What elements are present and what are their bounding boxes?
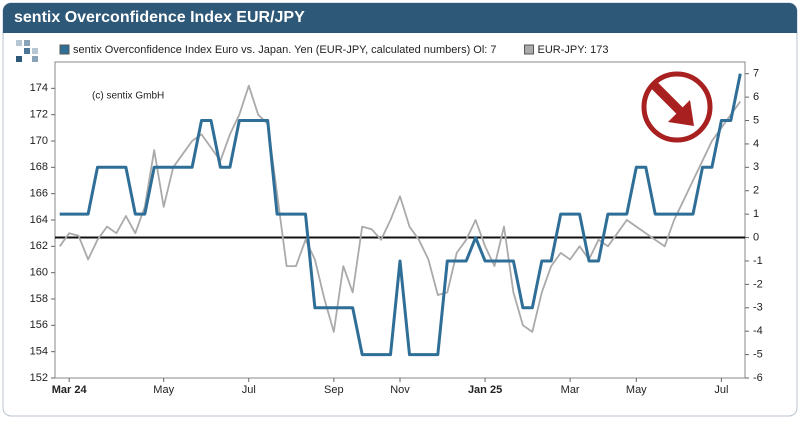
- y2-tick-label: 0: [753, 231, 759, 243]
- legend-swatch: [59, 44, 70, 55]
- trend-icon: [641, 71, 713, 143]
- x-tick-label: Jul: [242, 384, 256, 396]
- x-tick-label: Jul: [714, 384, 728, 396]
- series-line: [59, 73, 742, 357]
- y-tick-label: 154: [30, 346, 48, 358]
- y-tick-label: 152: [30, 372, 48, 384]
- legend-label: sentix Overconfidence Index Euro vs. Jap…: [73, 44, 497, 56]
- y2-tick-label: -4: [753, 325, 763, 337]
- y2-tick-label: 3: [753, 161, 759, 173]
- legend-label: EUR-JPY: 173: [538, 44, 609, 56]
- y2-tick-label: 5: [753, 114, 759, 126]
- y2-tick-label: 2: [753, 185, 759, 197]
- y-tick-label: 160: [30, 267, 48, 279]
- y-tick-label: 166: [30, 188, 48, 200]
- y-tick-label: 168: [30, 161, 48, 173]
- y-tick-label: 172: [30, 109, 48, 121]
- y-tick-label: 170: [30, 135, 48, 147]
- chart-title: sentix Overconfidence Index EUR/JPY: [14, 9, 305, 26]
- logo: [16, 40, 38, 62]
- y2-tick-label: 7: [753, 68, 759, 80]
- y2-tick-label: 4: [753, 138, 759, 150]
- title-bar-base: [3, 20, 797, 33]
- legend-swatch: [524, 44, 535, 55]
- copyright: (c) sentix GmbH: [92, 91, 164, 102]
- y-tick-label: 174: [30, 82, 48, 94]
- y-tick-label: 164: [30, 214, 48, 226]
- plot-area: [54, 61, 746, 379]
- y-tick-label: 156: [30, 319, 48, 331]
- y-tick-label: 158: [30, 293, 48, 305]
- x-tick-label: Sep: [324, 384, 344, 396]
- y2-tick-label: -5: [753, 348, 763, 360]
- y2-tick-label: -3: [753, 302, 763, 314]
- x-tick-label: May: [626, 384, 647, 396]
- y2-tick-label: 1: [753, 208, 759, 220]
- x-tick-label: Nov: [390, 384, 410, 396]
- y-tick-label: 162: [30, 240, 48, 252]
- y2-tick-label: -2: [753, 278, 763, 290]
- x-tick-label: Jan 25: [468, 384, 502, 396]
- y2-tick-label: -6: [753, 372, 763, 384]
- y2-tick-label: 6: [753, 91, 759, 103]
- x-tick-label: Mar: [561, 384, 580, 396]
- y2-tick-label: -1: [753, 255, 763, 267]
- x-tick-label: Mar 24: [52, 384, 88, 396]
- x-tick-label: May: [153, 384, 174, 396]
